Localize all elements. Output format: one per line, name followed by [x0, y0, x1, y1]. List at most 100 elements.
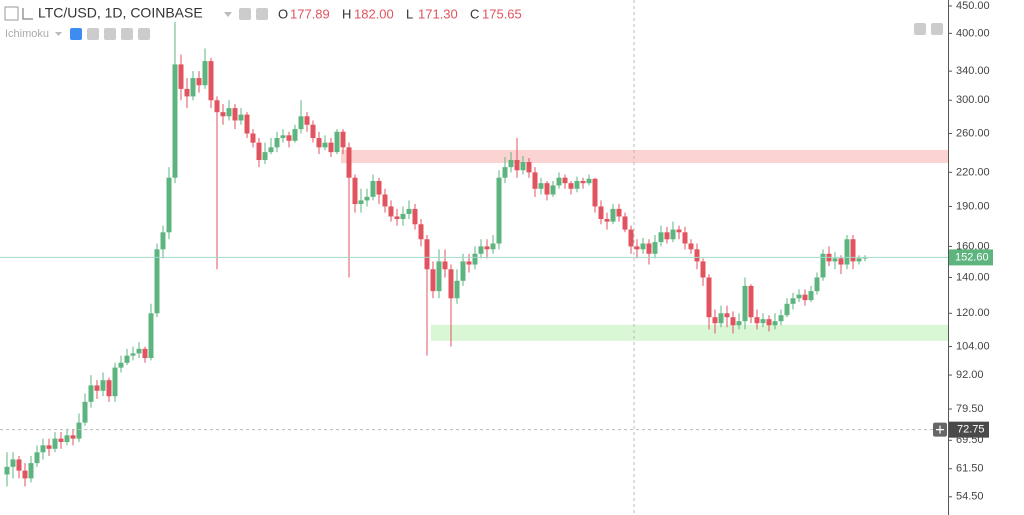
- candle-body: [274, 138, 280, 148]
- candle-body: [742, 285, 748, 322]
- candle-body: [424, 239, 430, 270]
- candle-body: [784, 303, 790, 316]
- candle-body: [676, 229, 682, 233]
- candle-body: [670, 229, 676, 240]
- y-tick-label: 400.00: [956, 27, 990, 39]
- candle-body: [406, 208, 412, 214]
- candle-body: [640, 243, 646, 250]
- candle-body: [16, 459, 22, 471]
- eye-button[interactable]: [70, 28, 82, 40]
- candle-body: [850, 239, 856, 262]
- y-tick-label: 79.50: [956, 403, 984, 415]
- candle-body: [688, 243, 694, 250]
- more-button[interactable]: [121, 28, 133, 40]
- candle-body: [370, 180, 376, 197]
- candle-body: [856, 258, 862, 262]
- candle-body: [400, 213, 406, 220]
- zone: [341, 149, 948, 164]
- dropdown[interactable]: [55, 32, 62, 36]
- candle-body: [112, 367, 118, 397]
- ohlc-label: L: [406, 6, 413, 21]
- candle-body: [190, 78, 196, 97]
- y-tick-label: 220.00: [956, 166, 990, 178]
- price-labels: 152.60 72.75: [933, 249, 993, 438]
- candle-body: [724, 313, 730, 318]
- candle-body: [586, 178, 592, 184]
- candle-body: [28, 463, 34, 479]
- candle-body: [574, 180, 580, 189]
- candle-body: [802, 294, 808, 301]
- candle-body: [526, 162, 532, 173]
- ohlc-label: C: [470, 6, 479, 21]
- candle-body: [634, 246, 640, 250]
- y-tick-label: 450.00: [956, 0, 990, 12]
- dropdown[interactable]: [224, 12, 232, 17]
- candle-body: [820, 253, 826, 278]
- candle-body: [142, 348, 148, 359]
- candle-body: [352, 177, 358, 205]
- eye-button[interactable]: [239, 8, 251, 20]
- candle-body: [700, 261, 706, 278]
- candle-body: [706, 277, 712, 318]
- candle-body: [364, 196, 370, 201]
- ohlc-value: 175.65: [482, 6, 522, 21]
- candle-body: [256, 142, 262, 161]
- candle-body: [778, 315, 784, 322]
- candle-body: [466, 261, 472, 265]
- plus-icon: [936, 425, 944, 434]
- candle-body: [238, 114, 244, 121]
- candle-body: [628, 229, 634, 247]
- settings-button[interactable]: [87, 28, 99, 40]
- candle-body: [76, 422, 82, 439]
- candle-body: [430, 269, 436, 292]
- candle-body: [736, 321, 742, 326]
- candle-body: [502, 167, 508, 178]
- y-tick-label: 104.00: [956, 340, 990, 352]
- candle-body: [766, 319, 772, 326]
- candle-body: [460, 261, 466, 281]
- candle-body: [94, 385, 100, 391]
- scroll-button[interactable]: [914, 23, 926, 35]
- source-button[interactable]: [104, 28, 116, 40]
- candle-body: [532, 172, 538, 189]
- candle-body: [304, 116, 310, 125]
- candle-body: [310, 124, 316, 139]
- candle-body: [394, 216, 400, 220]
- candle-body: [808, 291, 814, 301]
- candle-body: [184, 88, 190, 97]
- candle-body: [10, 459, 16, 467]
- candle-body: [544, 183, 550, 195]
- candle-body: [556, 177, 562, 186]
- candle-body: [514, 160, 520, 171]
- settings-button[interactable]: [256, 8, 268, 20]
- candle-body: [616, 208, 622, 217]
- candle-body: [646, 243, 652, 254]
- y-tick-label: 160.00: [956, 240, 990, 252]
- ohlc-value: 177.89: [290, 6, 330, 21]
- collapse-icon[interactable]: [4, 6, 19, 21]
- candle-body: [664, 232, 670, 240]
- candle-body: [790, 298, 796, 304]
- candle-body: [214, 100, 220, 113]
- candle-body: [22, 470, 28, 479]
- candle-body: [160, 232, 166, 250]
- candle-body: [448, 269, 454, 299]
- candle-body: [832, 258, 838, 262]
- candle-body: [622, 216, 628, 230]
- candle-body: [40, 445, 46, 453]
- candle-body: [772, 321, 778, 326]
- candle-body: [694, 249, 700, 262]
- candle-body: [226, 108, 232, 117]
- candle-body: [652, 242, 658, 254]
- candle-body: [328, 142, 334, 153]
- candle-body: [166, 177, 172, 233]
- y-tick-label: 92.00: [956, 369, 984, 381]
- candle-body: [418, 224, 424, 240]
- candle-body: [538, 183, 544, 189]
- remove-button[interactable]: [138, 28, 150, 40]
- scroll-button[interactable]: [931, 23, 943, 35]
- candle-body: [208, 61, 214, 101]
- candle-body: [580, 180, 586, 184]
- candle-body: [34, 452, 40, 464]
- candle-body: [550, 185, 556, 195]
